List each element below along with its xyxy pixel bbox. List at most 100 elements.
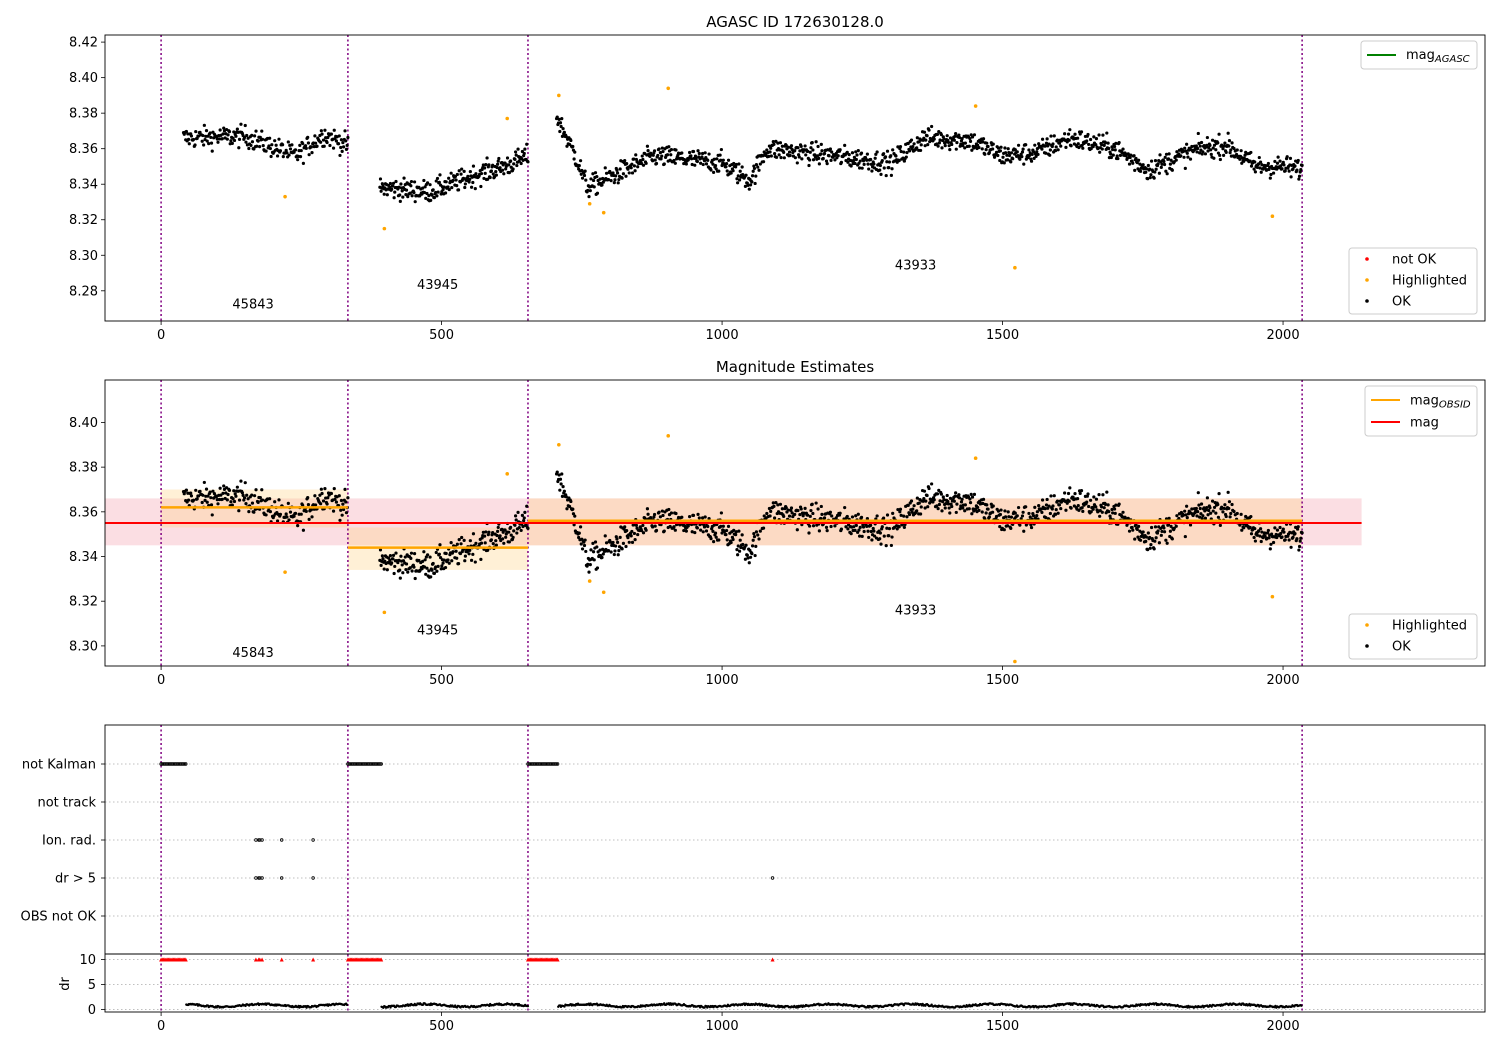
p2-ok-point (617, 549, 621, 553)
p1-ok-point (807, 163, 811, 168)
p1-ok-point (926, 143, 930, 147)
p1-ok-point (252, 147, 256, 151)
p2-ok-point (1296, 525, 1300, 529)
p1-ok-point (560, 134, 565, 138)
p1-ok-point (1266, 161, 1270, 166)
p1-ok-point (641, 163, 646, 167)
p1-ok-point (258, 135, 262, 139)
p1-obsid-label: 43933 (895, 258, 936, 273)
p3-dr-point (345, 1003, 349, 1007)
p2-ok-point (422, 565, 427, 569)
p1-ok-point (890, 167, 894, 171)
p1-ok-point (1182, 155, 1186, 159)
p2-ok-point (391, 553, 396, 557)
p1-ok-point (579, 172, 583, 176)
p1-ok-point (399, 182, 403, 186)
p2-ok-point (1228, 515, 1232, 519)
p2-ok-point (189, 494, 194, 498)
p1-ok-point (646, 149, 650, 153)
p2-ok-point (808, 524, 812, 528)
p2-ok-point (1153, 525, 1158, 529)
p1-ok-point (699, 161, 703, 165)
p1-ok-point (1068, 128, 1072, 132)
p2-ok-point (1198, 515, 1202, 519)
p2-ok-point (970, 495, 975, 499)
p2-ok-point (652, 512, 657, 517)
p2-ok-point (394, 551, 398, 555)
p1-ok-point (520, 149, 524, 154)
p1-ok-point (232, 138, 237, 143)
p1-ok-point (719, 147, 723, 152)
p1-ok-point (750, 180, 754, 184)
p1-ytick-label: 8.42 (69, 36, 98, 51)
p2-ok-point (525, 504, 529, 508)
p2-ok-point (241, 493, 245, 498)
p1-ok-point (1043, 144, 1047, 148)
p1-ok-point (690, 162, 694, 167)
p2-ok-point (381, 557, 385, 561)
p2-ok-point (434, 565, 438, 569)
p1-ok-point (525, 142, 529, 146)
p1-ok-point (624, 174, 628, 178)
p2-ok-point (922, 497, 926, 501)
p2-ok-point (830, 514, 834, 518)
p2-ok-point (644, 528, 648, 532)
p2-ok-point (1181, 513, 1185, 517)
p1-ok-point (388, 181, 393, 186)
p1-ok-point (737, 162, 741, 166)
p1-ok-point (187, 142, 191, 146)
p3-flag-label: Ion. rad. (42, 834, 96, 849)
p1-ok-point (303, 144, 308, 148)
panel3-marks (105, 725, 1485, 1012)
p1-ok-point (1087, 142, 1091, 147)
p2-ok-point (621, 541, 626, 545)
p2-ok-point (937, 502, 942, 507)
p1-ok-point (737, 178, 742, 182)
p1-ok-point (680, 151, 684, 155)
p2-ok-point (786, 508, 790, 512)
p2-ok-point (555, 470, 559, 474)
p1-ok-point (700, 155, 704, 159)
p2-ok-point (1076, 497, 1080, 501)
p1-ok-point (218, 128, 222, 132)
p1-ok-point (1223, 141, 1227, 145)
p3-dr-tick-label: 0 (88, 1003, 96, 1018)
p1-ok-point (1115, 154, 1119, 158)
p1-ok-point (402, 176, 406, 180)
p2-ok-point (391, 557, 395, 561)
p2-ok-point (513, 523, 517, 527)
p1-ok-point (780, 144, 784, 148)
p1-ok-point (853, 161, 857, 166)
p1-ok-point (817, 162, 821, 166)
p1-ok-point (288, 147, 293, 151)
p2-ok-point (782, 514, 786, 519)
p2-ok-point (824, 525, 829, 529)
p1-ok-point (880, 158, 884, 163)
p2-ok-point (325, 502, 329, 506)
p1-ok-point (201, 133, 205, 138)
p1-ok-point (936, 144, 940, 148)
p2-ok-point (1214, 511, 1218, 515)
p2-ok-point (789, 506, 794, 510)
p2-ok-point (1289, 545, 1293, 549)
p1-ok-point (1205, 135, 1209, 140)
p1-ok-point (1021, 147, 1025, 151)
p1-ok-point (1048, 153, 1052, 157)
p2-ok-point (250, 501, 255, 505)
p1-ok-point (329, 132, 333, 136)
p2-ok-point (339, 508, 343, 512)
p2-ok-point (1144, 539, 1148, 543)
p1-ok-point (981, 137, 986, 141)
p1-ok-point (341, 140, 345, 145)
p2-ok-point (1031, 514, 1036, 518)
p1-ok-point (1289, 175, 1293, 179)
p2-ok-point (252, 510, 256, 514)
p2-ok-point (577, 535, 581, 540)
p2-ok-point (1275, 535, 1279, 540)
p1-ok-point (1201, 150, 1205, 154)
p2-ok-point (1149, 525, 1154, 530)
p2-ok-point (514, 518, 518, 522)
p3-dr-clipped-point (770, 957, 775, 962)
p2-ok-point (1094, 497, 1099, 501)
